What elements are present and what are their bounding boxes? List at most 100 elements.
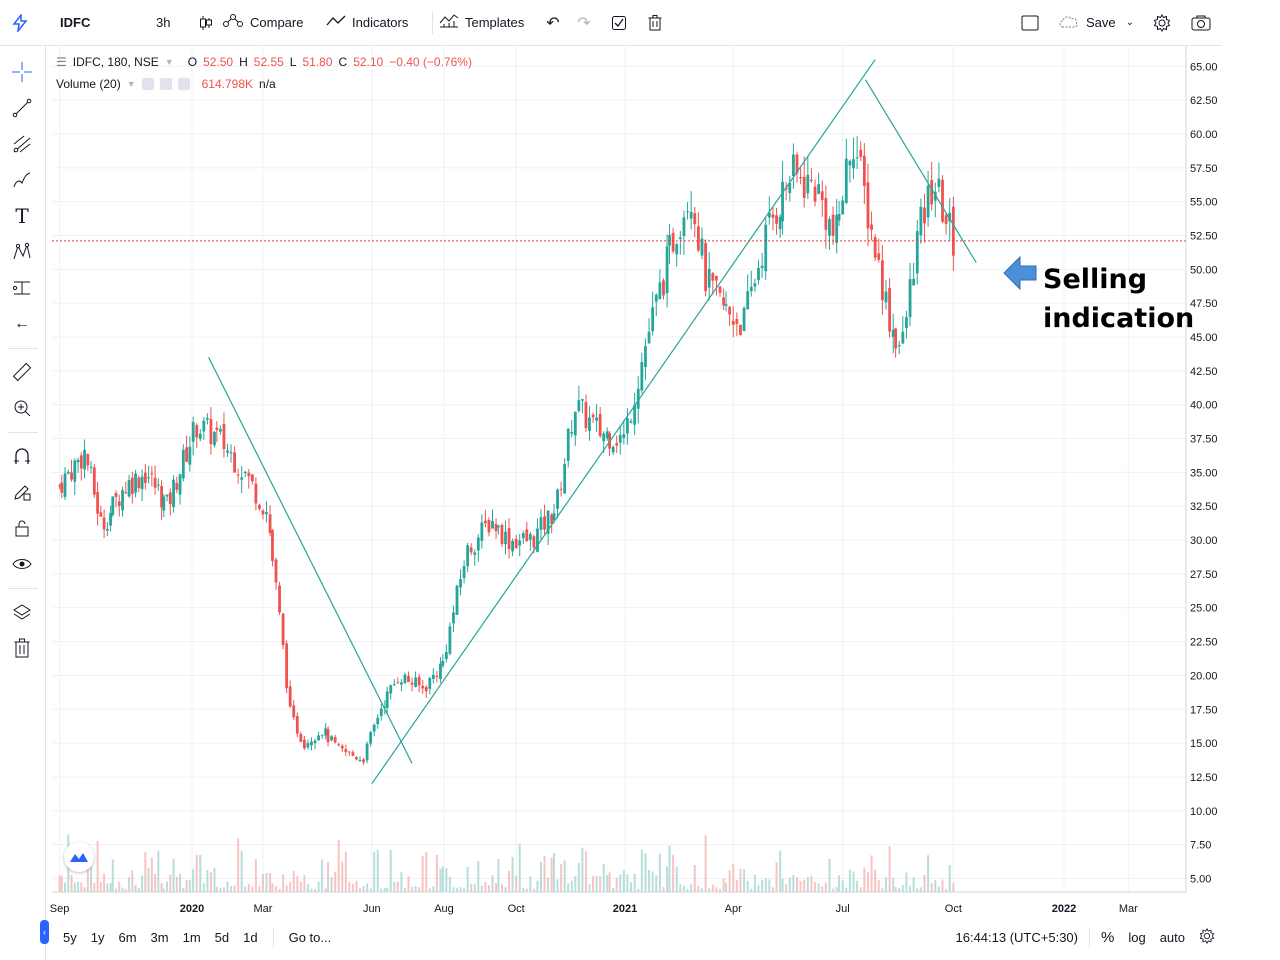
volume-bar	[265, 873, 268, 892]
candle-body	[693, 213, 697, 225]
tradingview-logo-icon[interactable]	[64, 842, 94, 872]
volume-bar	[567, 883, 570, 892]
volume-bar	[195, 854, 198, 892]
volume-bar	[306, 884, 309, 892]
time-axis[interactable]: Sep 2020 Mar Jun Aug Oct 2021 Apr Jul Oct 2022 Mar	[50, 891, 1186, 915]
volume-bar	[602, 863, 605, 892]
legend-title[interactable]: IDFC, 180, NSE	[72, 55, 159, 69]
fullscreen-icon[interactable]	[1012, 0, 1048, 46]
templates-button[interactable]: Templates	[439, 0, 539, 46]
settings-gear-icon[interactable]	[1144, 0, 1180, 46]
close-value: 52.10	[353, 55, 384, 69]
logo-icon[interactable]	[0, 0, 40, 46]
save-button[interactable]: Save ⌄	[1048, 0, 1144, 46]
percent-toggle[interactable]: %	[1100, 928, 1115, 946]
candle-body	[202, 420, 206, 432]
volume-close-icon[interactable]	[177, 78, 190, 90]
trend-line-icon[interactable]	[10, 96, 34, 120]
candle-body	[114, 493, 118, 497]
ruler-icon[interactable]	[10, 360, 34, 384]
candle-body	[813, 186, 817, 202]
time-zone-display[interactable]: 16:44:13 (UTC+5:30)	[955, 929, 1078, 945]
range-button-5y[interactable]: 5y	[63, 929, 77, 945]
range-button-1d[interactable]: 1d	[243, 929, 258, 945]
lock-icon[interactable]	[10, 516, 34, 540]
redo-icon[interactable]: ↷	[577, 14, 591, 32]
volume-bar	[452, 887, 455, 892]
legend-menu-icon[interactable]: ☰	[56, 55, 67, 69]
checklist-icon[interactable]	[601, 0, 637, 46]
candle-body	[469, 547, 473, 553]
range-button-1m[interactable]: 1m	[182, 929, 201, 945]
price-chart[interactable]: 52.10 65.00 62.50 60.00 57.50 55.00 52.50 50.0…	[46, 46, 1222, 918]
back-arrow-icon[interactable]: ←	[14, 315, 30, 332]
candle-body	[362, 759, 365, 763]
range-button-6m[interactable]: 6m	[118, 929, 137, 945]
volume-bar	[60, 875, 63, 892]
volume-title[interactable]: Volume (20)	[56, 77, 121, 91]
candle-body	[636, 388, 640, 409]
magnet-icon[interactable]	[10, 444, 34, 468]
volume-bar	[655, 875, 658, 892]
volume-bar	[792, 875, 795, 892]
volume-bar	[157, 850, 160, 892]
legend-dropdown-icon[interactable]: ▼	[164, 57, 174, 67]
volume-settings-icon[interactable]	[159, 78, 172, 90]
zoom-in-icon[interactable]	[10, 396, 34, 420]
prediction-icon[interactable]	[10, 276, 34, 300]
volume-dropdown-icon[interactable]: ▼	[126, 79, 136, 89]
candle-body	[941, 179, 944, 222]
toolbar-divider	[272, 927, 274, 947]
undo-icon[interactable]: ↶	[546, 14, 560, 32]
symbol-search-button[interactable]: IDFC	[60, 15, 91, 30]
volume-bar	[648, 869, 651, 892]
chart-type-icon[interactable]	[190, 0, 222, 46]
candle-body	[254, 483, 258, 504]
trash-icon[interactable]	[637, 0, 673, 46]
crosshair-icon[interactable]	[10, 60, 34, 84]
volume-bar	[362, 886, 365, 892]
volume-bar	[753, 874, 756, 892]
compare-button[interactable]: Compare	[222, 0, 326, 46]
volume-eye-icon[interactable]	[141, 78, 154, 90]
candle-body	[124, 492, 128, 494]
pattern-icon[interactable]	[10, 240, 34, 264]
chart-settings-gear-icon[interactable]	[1199, 927, 1215, 947]
auto-toggle[interactable]: auto	[1159, 929, 1185, 945]
range-button-1y[interactable]: 1y	[90, 929, 105, 945]
collapse-panel-icon[interactable]: ‹	[40, 920, 49, 944]
volume-bar	[930, 883, 933, 892]
eye-icon[interactable]	[10, 552, 34, 576]
volume-bar	[134, 884, 137, 892]
lock-pencil-icon[interactable]	[10, 480, 34, 504]
candle-body	[410, 682, 414, 685]
candle-body	[258, 504, 261, 509]
range-button-3m[interactable]: 3m	[150, 929, 169, 945]
candle-body	[728, 307, 732, 315]
candle-body	[379, 708, 383, 716]
volume-bar	[341, 861, 344, 892]
volume-bar	[330, 877, 333, 892]
indicators-button[interactable]: Indicators	[326, 0, 426, 46]
candle-body	[491, 520, 494, 529]
text-tool-icon[interactable]: T	[15, 204, 29, 228]
volume-bar	[543, 855, 546, 892]
volume-bar	[299, 881, 302, 892]
log-toggle[interactable]: log	[1128, 929, 1146, 945]
candle-body	[611, 446, 615, 453]
candle-body	[226, 450, 229, 453]
candle-body	[595, 417, 599, 421]
interval-button[interactable]: 3h	[156, 15, 171, 30]
candle-body	[250, 474, 254, 482]
remove-drawings-icon[interactable]	[10, 636, 34, 660]
camera-icon[interactable]	[1180, 0, 1222, 46]
brush-icon[interactable]	[10, 168, 34, 192]
candle-body	[919, 206, 923, 236]
range-button-5d[interactable]: 5d	[214, 929, 230, 945]
time-tick-label: Sep	[50, 903, 70, 915]
indicators-label: Indicators	[352, 15, 409, 30]
pitchfork-icon[interactable]	[10, 132, 34, 156]
goto-button[interactable]: Go to...	[288, 929, 332, 945]
layers-icon[interactable]	[10, 600, 34, 624]
price-axis[interactable]: 65.00 62.50 60.00 57.50 55.00 52.50 50.00 47.50…	[1185, 46, 1222, 892]
